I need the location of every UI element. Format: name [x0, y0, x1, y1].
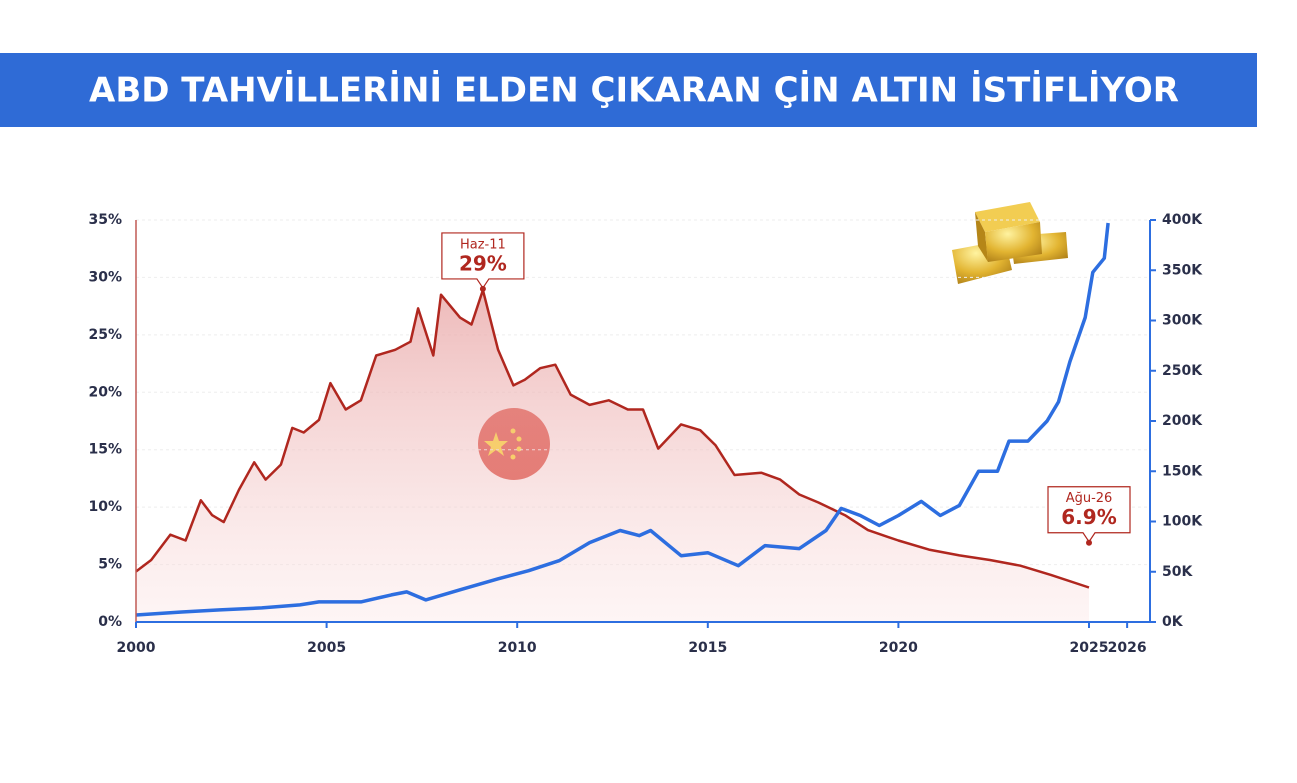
y-tick-label: 35%: [88, 212, 122, 228]
line: [135, 288, 1090, 589]
y-tick-label: 10%: [88, 499, 122, 515]
y2-tick-label: 150K: [1162, 463, 1203, 479]
callout-dot: [1086, 539, 1093, 546]
chart-title: ABD TAHVİLLERİNİ ELDEN ÇIKARAN ÇİN ALTIN…: [89, 70, 1179, 111]
x-tick-label: 2010: [498, 640, 537, 656]
x-tick-label: 2005: [307, 640, 346, 656]
y2-tick-label: 250K: [1162, 363, 1203, 379]
callout-label: Ağu-26: [1066, 491, 1113, 506]
y-tick-label: 25%: [88, 327, 122, 343]
y2-tick-label: 300K: [1162, 313, 1203, 329]
x-tick-label: 2020: [879, 640, 918, 656]
callout-value: 6.9%: [1061, 505, 1116, 529]
callout-box: [1047, 486, 1131, 543]
y2-tick-label: 400K: [1162, 212, 1203, 228]
y2-tick-label: 50K: [1162, 564, 1193, 580]
y2-tick-label: 350K: [1162, 262, 1203, 278]
y2-tick-label: 200K: [1162, 413, 1203, 429]
y2-tick-label: 100K: [1162, 514, 1203, 530]
x-tick-label: 2015: [688, 640, 727, 656]
y-tick-label: 0%: [98, 614, 122, 630]
gold-bars: [952, 202, 1068, 284]
x-tick-label: 2000: [117, 640, 156, 656]
callout-label: Haz-11: [460, 237, 506, 252]
y-tick-label: 30%: [88, 269, 122, 285]
callout-dot: [479, 285, 486, 292]
y-tick-label: 5%: [98, 557, 122, 573]
callout: Ağu-266.9%: [1047, 486, 1131, 546]
y2-tick-label: 0K: [1162, 614, 1184, 630]
title-banner: [0, 53, 1257, 127]
x-tick-label: 2026: [1108, 640, 1147, 656]
area: [136, 290, 1090, 622]
y-tick-label: 15%: [88, 442, 122, 458]
line: [135, 222, 1110, 617]
x-tick-label: 2025: [1070, 640, 1109, 656]
callout-box: [441, 232, 525, 289]
y-tick-label: 20%: [88, 384, 122, 400]
callout-value: 29%: [459, 251, 507, 275]
